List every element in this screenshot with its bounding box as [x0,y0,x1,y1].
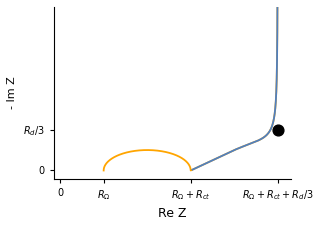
Y-axis label: - Im Z: - Im Z [7,76,17,109]
X-axis label: Re Z: Re Z [158,207,187,220]
Point [275,128,280,131]
